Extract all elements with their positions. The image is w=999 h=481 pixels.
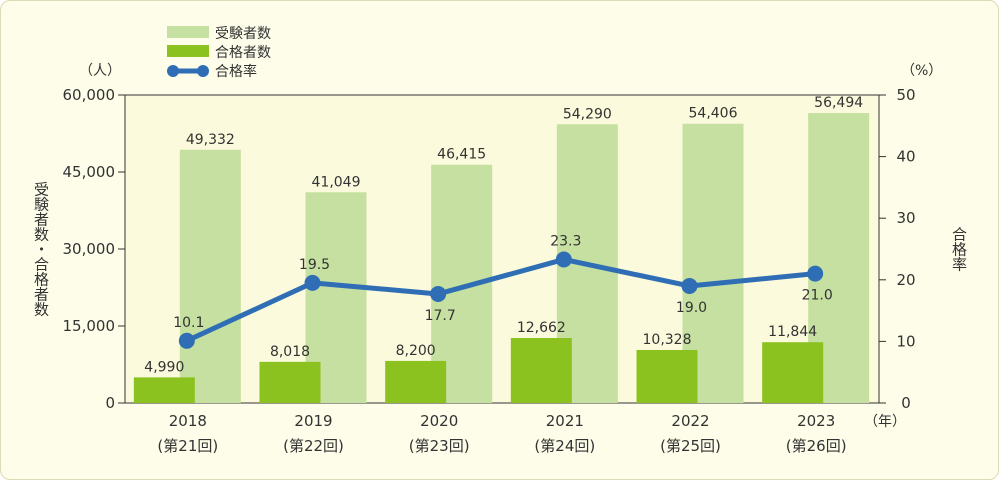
- left-axis-unit: （人）: [79, 63, 121, 79]
- bar-passers: [259, 361, 321, 403]
- x-axis-year-label: 2023: [797, 412, 835, 430]
- data-label-pass-rate: 23.3: [550, 233, 581, 249]
- bar-passers: [385, 360, 447, 403]
- data-label-pass-rate: 17.7: [425, 308, 456, 324]
- bar-passers: [636, 349, 698, 403]
- data-label-passers: 12,662: [517, 320, 566, 336]
- left-axis-tick-label: 0: [105, 394, 115, 412]
- data-label-passers: 11,844: [768, 324, 817, 340]
- x-axis-year-label: 2020: [420, 412, 458, 430]
- left-axis-tick-label: 45,000: [63, 163, 116, 181]
- x-axis-session-label: (第21回): [157, 437, 218, 455]
- data-label-passers: 8,018: [270, 344, 310, 360]
- legend: 受験者数 合格者数 合格率: [167, 26, 271, 80]
- legend-swatch-passers: [167, 45, 209, 57]
- data-label-applicants: 46,415: [437, 147, 486, 163]
- data-label-applicants: 54,406: [689, 106, 738, 122]
- legend-label-passers: 合格者数: [215, 45, 271, 61]
- legend-label-rate: 合格率: [215, 63, 257, 80]
- right-axis-unit: （%）: [901, 63, 942, 79]
- x-axis-session-label: (第26回): [786, 437, 847, 455]
- legend-label-applicants: 受験者数: [215, 26, 271, 42]
- x-axis-unit: （年）: [864, 414, 906, 430]
- bar-applicants: [179, 149, 241, 403]
- x-axis-year-label: 2019: [294, 412, 332, 430]
- pass-rate-polyline: [185, 256, 816, 344]
- data-label-pass-rate: 21.0: [802, 288, 833, 304]
- passers-bars: [133, 338, 824, 403]
- axes: 0 15,000 30,000 45,000 60,000 0 10 20 30 40 50 2018…: [63, 86, 916, 455]
- pass-rate-line: [178, 251, 824, 349]
- bar-passers: [510, 338, 572, 403]
- data-label-pass-rate: 10.1: [173, 315, 204, 331]
- data-label-applicants: 54,290: [563, 106, 612, 122]
- x-axis-session-label: (第23回): [409, 437, 470, 455]
- data-label-passers: 8,200: [396, 343, 436, 359]
- data-label-pass-rate: 19.0: [676, 300, 707, 316]
- data-label-passers: 4,990: [144, 359, 184, 375]
- x-axis-year-label: 2021: [546, 412, 584, 430]
- x-axis-session-label: (第25回): [660, 437, 721, 455]
- data-label-applicants: 41,049: [312, 174, 361, 190]
- pass-rate-marker: [807, 265, 824, 282]
- x-axis-year-label: 2022: [671, 412, 709, 430]
- left-axis-tick-label: 60,000: [63, 86, 116, 104]
- right-axis-title: 合格率: [950, 227, 968, 272]
- data-label-passers: 10,328: [643, 332, 692, 348]
- left-axis-tick-label: 15,000: [63, 317, 116, 335]
- left-axis-title: 受験者数・合格者数: [32, 182, 50, 317]
- data-labels: 49,332 41,049 46,415 54,290 54,406 56,494 4,99…: [144, 95, 863, 375]
- pass-rate-marker: [430, 285, 447, 302]
- bar-passers: [762, 342, 824, 403]
- pass-rate-marker: [681, 277, 698, 294]
- legend-swatch-rate-marker-right: [197, 65, 209, 77]
- plot-area: [124, 94, 880, 404]
- right-axis-tick-label: 0: [901, 394, 911, 412]
- x-axis-year-label: 2018: [169, 412, 207, 430]
- right-axis-tick-label: 30: [896, 209, 915, 227]
- x-axis-session-label: (第24回): [534, 437, 595, 455]
- legend-swatch-applicants: [167, 26, 209, 38]
- data-label-applicants: 49,332: [186, 132, 235, 148]
- pass-rate-marker: [178, 332, 195, 349]
- legend-swatch-rate-marker-left: [167, 65, 179, 77]
- pass-rate-marker: [304, 274, 321, 291]
- bar-passers: [133, 377, 195, 403]
- right-axis-tick-label: 40: [896, 148, 915, 166]
- x-axis-session-label: (第22回): [283, 437, 344, 455]
- data-label-applicants: 56,494: [814, 95, 863, 111]
- right-axis-tick-label: 50: [896, 86, 915, 104]
- right-axis-tick-label: 20: [896, 271, 915, 289]
- pass-rate-marker: [555, 251, 572, 268]
- right-axis-tick-label: 10: [896, 332, 915, 350]
- left-axis-tick-label: 30,000: [63, 240, 116, 258]
- data-label-pass-rate: 19.5: [299, 257, 330, 273]
